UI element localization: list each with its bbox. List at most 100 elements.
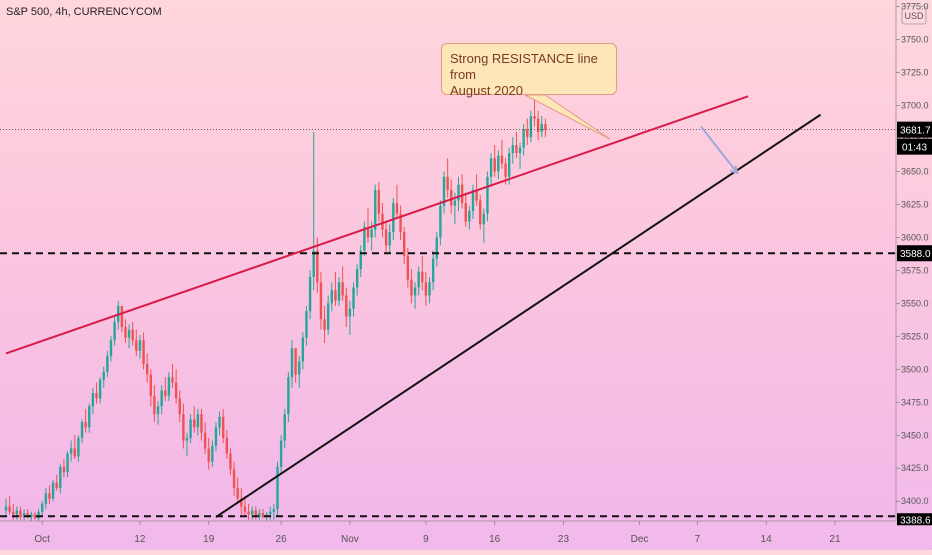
price-tick-label: 3700.0 [901,101,929,111]
candle-body [377,189,381,214]
annotation-line-1: Strong RESISTANCE line from [450,51,598,82]
candle-body [475,189,478,201]
candle-body [399,213,402,233]
candle-body [258,513,261,518]
candle-body [316,250,319,283]
candle-body [526,129,529,138]
candle-body [171,377,174,383]
candle-body [518,147,522,154]
candle-body [218,416,221,428]
level-marker [897,245,932,262]
candle-body [207,448,210,462]
candle-body [189,419,192,438]
time-tick-label: 23 [558,534,570,545]
candle-body [95,393,98,399]
candle-body [214,427,218,446]
candle-body [145,364,149,375]
price-tick-label: 3775.0 [901,2,929,12]
candle-body [540,123,543,132]
candle-body [51,482,55,499]
time-tick-label: Nov [341,534,359,545]
candle-body [413,287,417,296]
price-tick-label: 3550.0 [901,298,929,308]
candle-body [232,469,236,489]
price-tick-label: 3500.0 [901,364,929,374]
support-trendline[interactable] [215,113,822,518]
candle-body [334,290,337,301]
candle-body [254,510,257,518]
candle-body [243,506,247,512]
price-tick-label: 3650.0 [901,166,929,176]
candle-body [392,203,395,233]
candle-body [98,379,102,399]
candle-body [424,282,428,296]
candle-body [410,279,413,296]
candle-body [37,511,40,519]
last-price-label: 3681.7 [900,126,931,137]
candle-body [283,414,286,441]
candle-body [544,123,547,130]
candle-body [384,229,388,246]
candle-body [460,184,464,204]
candle-body [185,437,189,441]
candle-body [236,488,239,499]
candle-body [77,437,80,457]
candle-body [127,329,131,338]
projection-arrow[interactable] [700,126,739,174]
candle-body [355,269,359,288]
candle-body [211,445,214,462]
candle-body [59,466,62,489]
candle-body [468,211,471,222]
time-tick-label: 12 [134,534,146,545]
price-axis[interactable] [896,0,932,550]
candle-body [247,511,250,515]
candle-body [55,482,58,489]
countdown-marker [897,138,932,155]
candle-body [4,506,8,511]
candle-body [522,129,525,148]
candle-body [497,155,500,172]
candle-body [269,511,272,515]
currency-badge[interactable] [901,5,927,25]
candle-body [62,466,66,473]
candle-body [73,448,76,457]
countdown-label: 01:43 [902,143,927,154]
candle-body [200,414,203,433]
time-axis[interactable] [0,521,896,550]
candle-body [406,255,410,280]
candle-body [388,232,391,246]
candle-body [464,203,467,222]
time-tick-label: 19 [203,534,215,545]
candle-body [500,155,504,164]
candle-body [106,356,109,372]
candle-body [69,448,73,454]
candle-body [33,514,37,519]
time-tick-label: 21 [829,534,841,545]
candle-body [446,176,449,190]
candle-body [290,348,294,378]
candle-body [41,503,44,512]
candle-body [482,213,486,225]
time-tick-label: 26 [276,534,288,545]
candle-body [8,506,11,512]
candle-body [370,229,373,238]
candle-body [504,163,507,177]
candle-body [196,414,200,428]
resistance-trendline[interactable] [5,95,749,355]
candle-body [471,189,475,212]
candle-body [12,511,15,515]
annotation-pointer [524,94,611,140]
candle-body [15,510,19,515]
candle-body [421,271,424,283]
candle-body [66,453,69,473]
candle-body [26,513,29,518]
resistance-annotation[interactable]: Strong RESISTANCE line from August 2020 [441,43,617,98]
price-tick-label: 3575.0 [901,265,929,275]
candle-body [178,398,181,415]
candle-body [395,203,399,214]
candle-body [222,416,225,438]
candle-body [272,509,276,512]
price-tick-label: 3425.0 [901,463,929,473]
